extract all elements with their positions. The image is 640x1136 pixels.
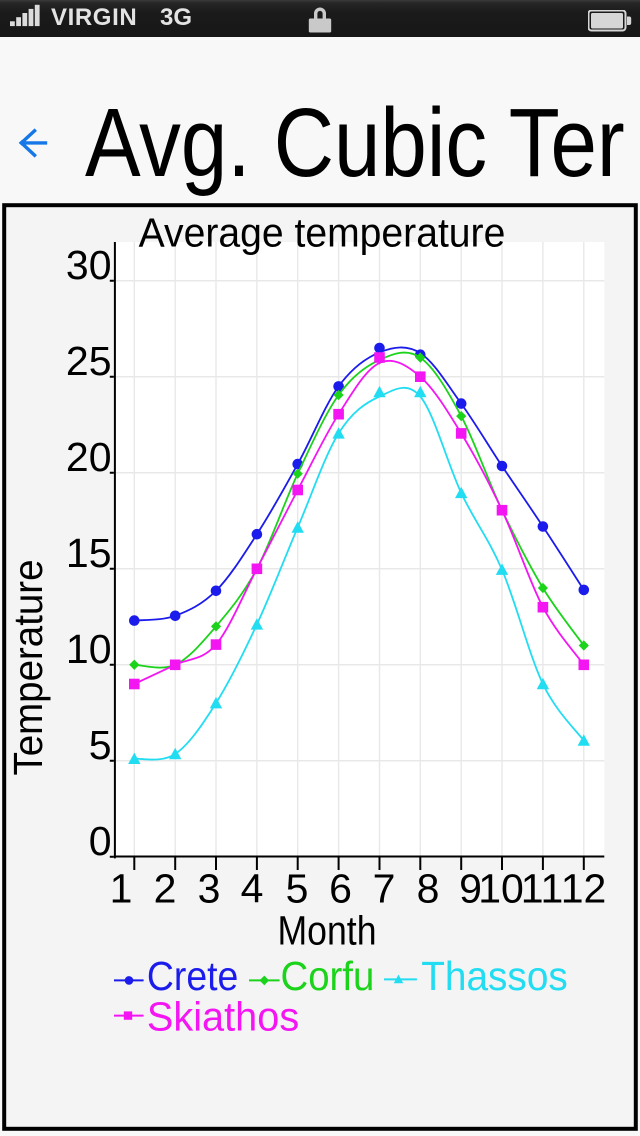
svg-text:8: 8 [417,865,440,911]
svg-text:12: 12 [561,865,607,911]
svg-text:Temperature: Temperature [5,560,51,776]
svg-text:5: 5 [89,722,112,768]
svg-text:Crete: Crete [147,953,238,999]
svg-text:4: 4 [241,865,264,911]
svg-text:Corfu: Corfu [281,953,375,999]
svg-text:5: 5 [286,865,309,911]
svg-text:2: 2 [154,865,177,911]
svg-text:7: 7 [373,865,396,911]
svg-text:1: 1 [110,865,133,911]
svg-text:0: 0 [89,818,112,864]
svg-text:30: 30 [66,242,112,288]
svg-text:3: 3 [198,865,221,911]
svg-text:Thassos: Thassos [421,953,568,999]
svg-text:20: 20 [66,434,112,480]
svg-text:25: 25 [66,338,112,384]
svg-text:Average temperature: Average temperature [139,210,506,256]
svg-text:10: 10 [478,865,524,911]
svg-text:9: 9 [459,865,482,911]
svg-text:10: 10 [66,626,112,672]
svg-text:6: 6 [329,865,352,911]
svg-text:Skiathos: Skiathos [147,994,299,1040]
svg-text:Month: Month [278,908,377,954]
svg-text:11: 11 [521,865,564,911]
svg-text:15: 15 [66,530,112,576]
